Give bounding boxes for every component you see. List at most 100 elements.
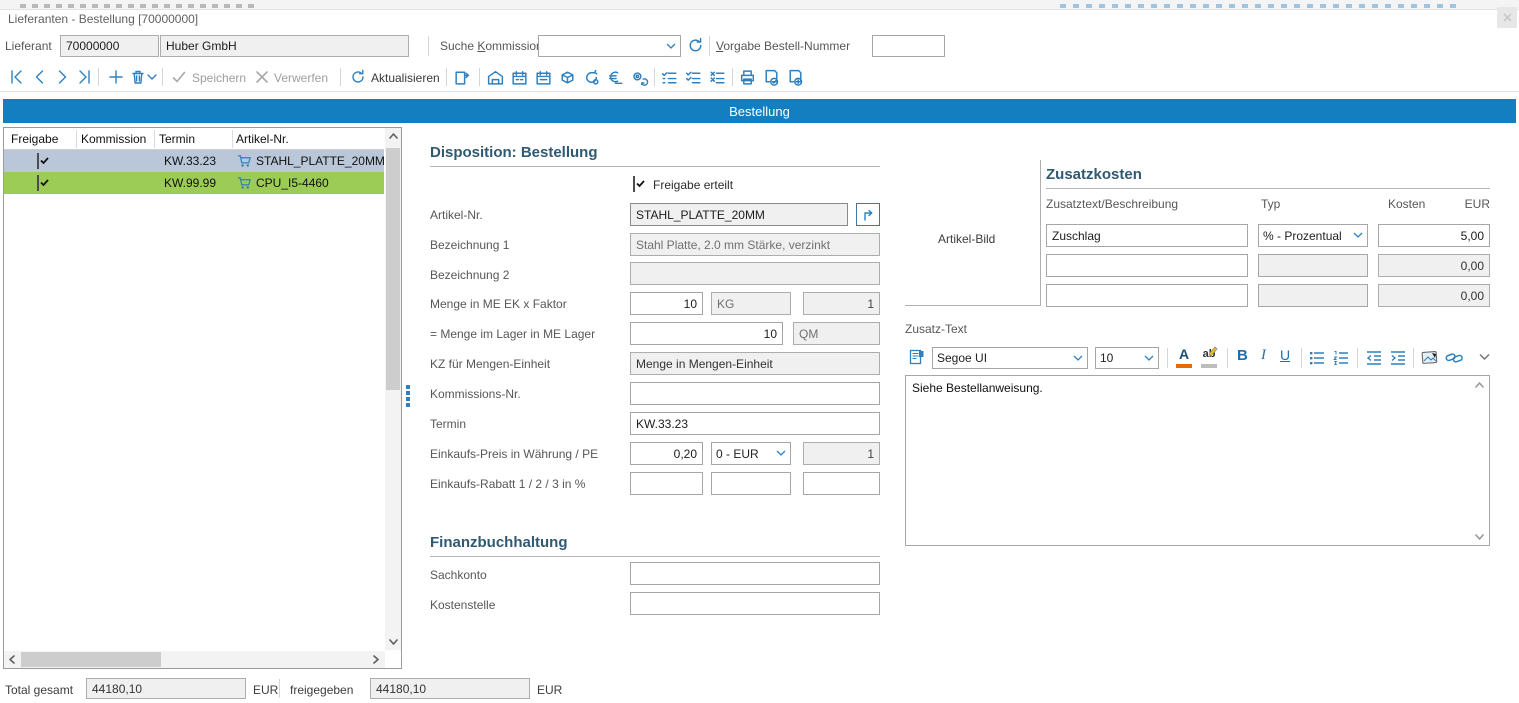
calendar-date-icon[interactable]: [534, 68, 553, 87]
article-cube-icon[interactable]: [558, 68, 577, 87]
deselect-all-list-icon[interactable]: [708, 68, 727, 87]
refresh-button[interactable]: Aktualisieren: [371, 71, 440, 85]
outdent-icon[interactable]: [1365, 350, 1383, 366]
more-options-icon[interactable]: [1479, 353, 1490, 361]
select-all-list-icon[interactable]: [684, 68, 703, 87]
suche-kommission-combo[interactable]: [538, 35, 681, 57]
indent-icon[interactable]: [1389, 350, 1407, 366]
nav-next-icon[interactable]: [53, 68, 71, 86]
bold-button[interactable]: B: [1237, 347, 1248, 364]
condition-gears-icon[interactable]: [630, 68, 649, 87]
kommission-refresh-icon[interactable]: [686, 36, 705, 55]
close-button[interactable]: [1497, 7, 1517, 28]
table-row[interactable]: KW.33.23 STAHL_PLATTE_20MM: [4, 150, 385, 172]
freigabe-checkbox[interactable]: [37, 175, 49, 191]
table-vscrollbar[interactable]: [385, 128, 401, 650]
lieferant-name-field[interactable]: [160, 35, 409, 57]
zusatz-text-area[interactable]: Siehe Bestellanweisung.: [905, 375, 1490, 546]
scroll-left-icon[interactable]: [9, 655, 15, 664]
price-euro-icon[interactable]: [606, 68, 625, 87]
nav-last-icon[interactable]: [75, 68, 93, 86]
zk-beschreibung-1[interactable]: [1046, 224, 1248, 247]
bullet-list-icon[interactable]: [1309, 350, 1326, 366]
termin-field[interactable]: [630, 412, 880, 435]
vorgabe-bestellnummer-field[interactable]: [872, 35, 945, 57]
hyperlink-icon[interactable]: [1445, 350, 1464, 365]
kostenstelle-field[interactable]: [630, 592, 880, 615]
discard-button[interactable]: Verwerfen: [274, 71, 329, 85]
release-list-icon[interactable]: [660, 68, 679, 87]
text-scroll-up-icon[interactable]: [1475, 382, 1484, 388]
delete-icon[interactable]: [129, 68, 147, 86]
nav-first-icon[interactable]: [8, 68, 26, 86]
artikel-jump-button[interactable]: [856, 203, 880, 226]
vscroll-thumb[interactable]: [386, 148, 400, 390]
zk-beschreibung-3[interactable]: [1046, 284, 1248, 307]
total-gesamt-field[interactable]: [86, 678, 246, 699]
underline-button[interactable]: U: [1280, 347, 1291, 363]
zk-kosten-2[interactable]: [1378, 254, 1490, 277]
refresh-icon[interactable]: [349, 68, 367, 86]
insert-image-icon[interactable]: [1421, 350, 1439, 366]
lager-einheit-field[interactable]: [793, 322, 880, 345]
delete-dropdown-icon[interactable]: [147, 73, 157, 81]
scroll-down-icon[interactable]: [389, 639, 398, 645]
scroll-up-icon[interactable]: [389, 133, 398, 139]
print-add-icon[interactable]: [786, 68, 805, 87]
print-icon[interactable]: [738, 68, 757, 87]
menge-lager-label: = Menge im Lager in ME Lager: [430, 327, 596, 341]
col-termin[interactable]: Termin: [159, 132, 196, 146]
preiseinheit-field[interactable]: [803, 442, 880, 465]
einkaufspreis-field[interactable]: [630, 442, 703, 465]
table-hscrollbar[interactable]: [4, 651, 385, 668]
col-artikel[interactable]: Artikel-Nr.: [236, 132, 289, 146]
zk-beschreibung-2[interactable]: [1046, 254, 1248, 277]
rabatt2-field[interactable]: [711, 472, 791, 495]
tab-title[interactable]: Lieferanten - Bestellung [70000000]: [8, 12, 199, 26]
bezeichnung1-field[interactable]: [630, 233, 880, 256]
text-scroll-down-icon[interactable]: [1475, 534, 1484, 540]
col-freigabe[interactable]: Freigabe: [11, 132, 59, 146]
save-button[interactable]: Speichern: [192, 71, 247, 85]
numbered-list-icon[interactable]: [1333, 350, 1350, 366]
menge-lager-field[interactable]: [630, 322, 783, 345]
freigabe-erteilt-checkbox[interactable]: [633, 176, 645, 192]
warehouse-icon[interactable]: [486, 68, 505, 87]
zk-kosten-3[interactable]: [1378, 284, 1490, 307]
rabatt1-field[interactable]: [630, 472, 703, 495]
highlight-color-icon[interactable]: ab: [1199, 346, 1219, 368]
textmodule-icon[interactable]: [908, 348, 926, 366]
zk-typ-combo-1[interactable]: % - Prozentual: [1258, 224, 1368, 247]
freigegeben-field[interactable]: [370, 678, 530, 699]
hscroll-thumb[interactable]: [21, 652, 161, 667]
zk-typ-combo-3[interactable]: [1258, 284, 1368, 307]
font-size-combo[interactable]: 10: [1095, 347, 1159, 369]
italic-button[interactable]: I: [1261, 347, 1266, 363]
add-row-icon[interactable]: [107, 68, 125, 86]
kz-mengeneinheit-field[interactable]: [630, 352, 880, 375]
lieferant-nr-field[interactable]: [60, 35, 159, 57]
artikel-nr-field[interactable]: [630, 203, 848, 226]
kommissions-nr-field[interactable]: [630, 382, 880, 405]
sachkonto-field[interactable]: [630, 562, 880, 585]
font-color-icon[interactable]: A: [1175, 346, 1193, 368]
print-confirm-icon[interactable]: [762, 68, 781, 87]
col-kommission[interactable]: Kommission: [81, 132, 147, 146]
copy-order-icon[interactable]: [453, 68, 472, 87]
menge-me-field[interactable]: [630, 292, 703, 315]
nav-prev-icon[interactable]: [31, 68, 49, 86]
menge-einheit-field[interactable]: [711, 292, 791, 315]
calendar-week-icon[interactable]: [510, 68, 529, 87]
rabatt3-field[interactable]: [803, 472, 880, 495]
dispo-sync-icon[interactable]: [582, 68, 601, 87]
freigabe-checkbox[interactable]: [37, 153, 49, 169]
zk-typ-combo-2[interactable]: [1258, 254, 1368, 277]
bezeichnung2-field[interactable]: [630, 262, 880, 285]
table-row[interactable]: KW.99.99 CPU_I5-4460: [4, 172, 384, 194]
waehrung-combo[interactable]: 0 - EUR: [711, 442, 791, 465]
scroll-right-icon[interactable]: [373, 655, 379, 664]
zk-kosten-1[interactable]: [1378, 224, 1490, 247]
font-family-combo[interactable]: Segoe UI: [932, 347, 1088, 369]
splitter-handle[interactable]: [406, 385, 410, 409]
menge-faktor-field[interactable]: [803, 292, 880, 315]
